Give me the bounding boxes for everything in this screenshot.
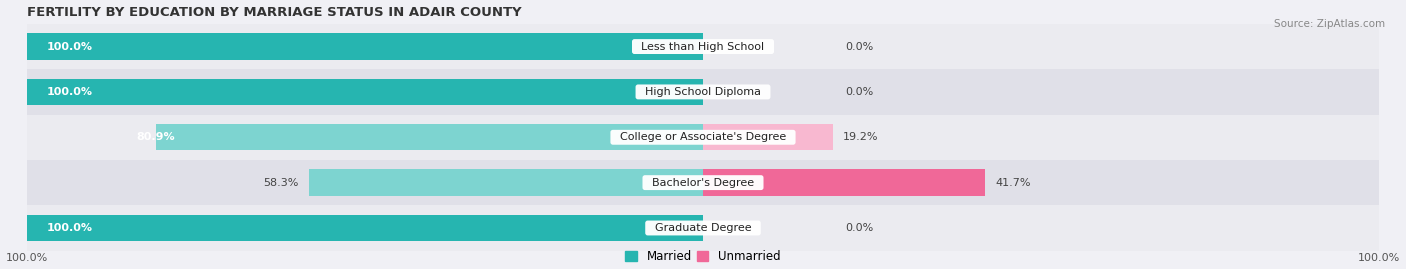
Bar	[309, 169, 703, 196]
Bar	[27, 79, 703, 105]
Text: 100.0%: 100.0%	[46, 42, 93, 52]
Bar	[27, 160, 1379, 205]
Text: 100.0%: 100.0%	[46, 223, 93, 233]
Text: College or Associate's Degree: College or Associate's Degree	[613, 132, 793, 142]
Text: High School Diploma: High School Diploma	[638, 87, 768, 97]
Text: 0.0%: 0.0%	[845, 223, 873, 233]
Legend: Married, Unmarried: Married, Unmarried	[626, 250, 780, 263]
Text: 100.0%: 100.0%	[46, 87, 93, 97]
Text: Less than High School: Less than High School	[634, 42, 772, 52]
Text: 19.2%: 19.2%	[844, 132, 879, 142]
Bar	[27, 24, 1379, 69]
Text: Bachelor's Degree: Bachelor's Degree	[645, 178, 761, 188]
Bar	[703, 124, 832, 150]
Text: 0.0%: 0.0%	[845, 87, 873, 97]
Text: 58.3%: 58.3%	[263, 178, 298, 188]
Text: Source: ZipAtlas.com: Source: ZipAtlas.com	[1274, 19, 1385, 29]
Text: 0.0%: 0.0%	[845, 42, 873, 52]
Text: 80.9%: 80.9%	[136, 132, 176, 142]
Text: Graduate Degree: Graduate Degree	[648, 223, 758, 233]
Bar	[27, 33, 703, 60]
Text: 41.7%: 41.7%	[995, 178, 1031, 188]
Bar	[703, 169, 986, 196]
Bar	[27, 205, 1379, 251]
Bar	[27, 215, 703, 241]
Bar	[27, 69, 1379, 115]
Bar	[156, 124, 703, 150]
Bar	[27, 115, 1379, 160]
Text: FERTILITY BY EDUCATION BY MARRIAGE STATUS IN ADAIR COUNTY: FERTILITY BY EDUCATION BY MARRIAGE STATU…	[27, 6, 522, 19]
